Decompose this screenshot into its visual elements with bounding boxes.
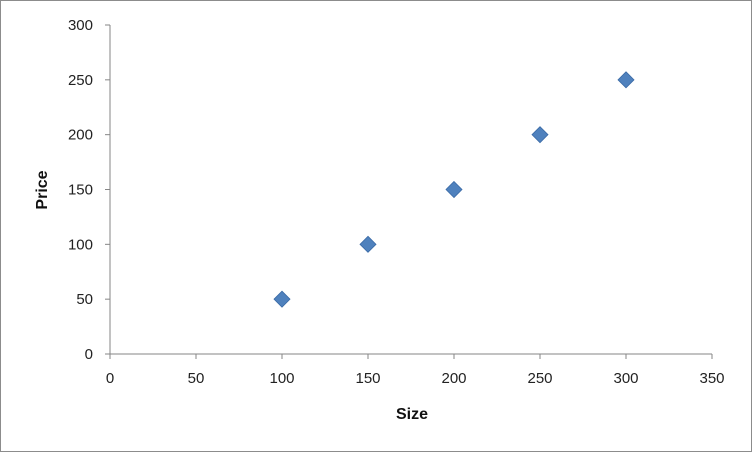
- x-tick-label: 200: [441, 370, 466, 387]
- y-axis-ticks: 0 50 100 150 200 250 300: [68, 17, 110, 363]
- data-point: [359, 235, 377, 253]
- y-tick-label: 50: [76, 291, 93, 308]
- x-tick-label: 350: [699, 370, 724, 387]
- x-axis-title: Size: [396, 406, 428, 423]
- data-point: [531, 126, 549, 144]
- y-tick-label: 300: [68, 17, 93, 34]
- y-tick-label: 150: [68, 182, 93, 199]
- data-point: [617, 71, 635, 89]
- y-axis-title: Price: [34, 170, 51, 209]
- x-tick-label: 100: [269, 370, 294, 387]
- x-tick-label: 0: [106, 370, 114, 387]
- x-tick-label: 300: [613, 370, 638, 387]
- axes: [109, 25, 712, 355]
- y-tick-label: 100: [68, 236, 93, 253]
- x-tick-label: 150: [355, 370, 380, 387]
- x-tick-label: 250: [527, 370, 552, 387]
- data-point: [445, 180, 463, 199]
- data-point: [273, 290, 291, 308]
- y-tick-label: 0: [85, 346, 93, 363]
- y-tick-label: 250: [68, 72, 93, 89]
- y-tick-label: 200: [68, 127, 93, 144]
- x-tick-label: 50: [188, 370, 205, 387]
- data-points: [273, 71, 635, 308]
- x-axis-ticks: 0 50 100 150 200 250 300 350: [106, 354, 725, 387]
